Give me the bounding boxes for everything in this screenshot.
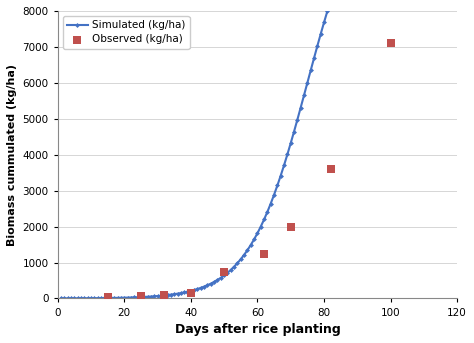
Observed (kg/ha) (137, 293, 145, 298)
Observed (kg/ha) (387, 40, 394, 46)
Simulated (kg/ha) (58, 296, 64, 300)
Observed (kg/ha) (160, 292, 168, 298)
Observed (kg/ha) (327, 166, 335, 172)
Simulated (kg/ha) (121, 296, 127, 300)
Simulated (kg/ha) (255, 231, 260, 235)
Observed (kg/ha) (260, 251, 268, 256)
Observed (kg/ha) (220, 269, 228, 274)
Simulated (kg/ha) (228, 268, 234, 272)
Y-axis label: Biomass cummulated (kg/ha): Biomass cummulated (kg/ha) (7, 64, 17, 246)
Observed (kg/ha) (287, 224, 294, 229)
Line: Simulated (kg/ha): Simulated (kg/ha) (59, 0, 392, 300)
X-axis label: Days after rice planting: Days after rice planting (174, 323, 340, 336)
Legend: Simulated (kg/ha), Observed (kg/ha): Simulated (kg/ha), Observed (kg/ha) (63, 16, 190, 49)
Simulated (kg/ha) (135, 295, 140, 299)
Observed (kg/ha) (104, 294, 111, 299)
Observed (kg/ha) (187, 290, 195, 296)
